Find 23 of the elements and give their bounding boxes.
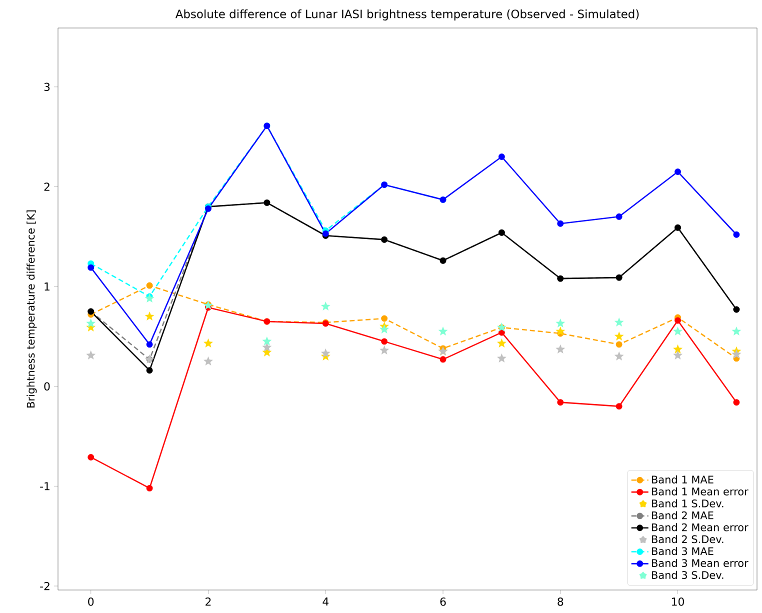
y-tick-label: 1 — [44, 282, 50, 291]
legend-label: Band 2 S.Dev. — [652, 535, 724, 544]
x-tick-label: 6 — [440, 598, 446, 606]
x-tick-label: 8 — [558, 598, 564, 606]
chart-title: Absolute difference of Lunar IASI brightness temperature (Observed - Simulated) — [175, 9, 639, 20]
legend-label: Band 1 MAE — [652, 475, 714, 484]
y-axis-title: Brightness temperature difference [K] — [26, 210, 37, 408]
legend-label: Band 2 Mean error — [652, 523, 748, 532]
y-tick-label: -2 — [40, 582, 50, 590]
legend-label: Band 3 S.Dev. — [652, 570, 724, 579]
legend-label: Band 3 Mean error — [652, 558, 748, 568]
x-tick-label: 10 — [672, 598, 684, 606]
y-tick-label: 2 — [44, 182, 50, 191]
x-tick-label: 4 — [322, 598, 329, 606]
legend-label: Band 1 Mean error — [652, 487, 748, 496]
y-tick-label: 0 — [44, 382, 50, 391]
legend-label: Band 2 MAE — [652, 511, 714, 520]
y-tick-label: -1 — [40, 482, 50, 490]
x-tick-label: 2 — [206, 598, 211, 606]
y-tick-label: 3 — [44, 82, 50, 92]
legend-label: Band 3 MAE — [652, 547, 714, 556]
legend-label: Band 1 S.Dev. — [652, 499, 724, 508]
x-tick-label: 0 — [88, 598, 94, 606]
